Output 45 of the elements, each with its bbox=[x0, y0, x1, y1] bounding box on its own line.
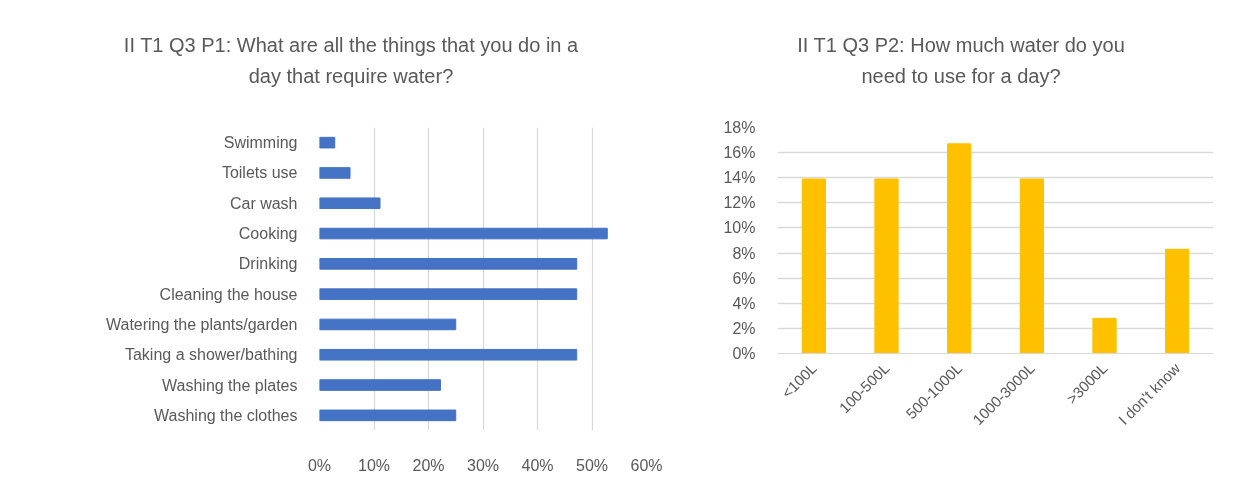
bar bbox=[319, 379, 441, 391]
y-tick-label: Drinking bbox=[238, 255, 298, 273]
bar bbox=[319, 318, 457, 331]
chart-title: II T1 Q3 P1: What are all the things that you do in a day that require water? bbox=[122, 33, 580, 89]
bar bbox=[319, 136, 336, 149]
bar bbox=[319, 197, 381, 210]
x-tick-label: 20% bbox=[412, 456, 445, 474]
y-tick-label: Cleaning the house bbox=[159, 285, 298, 303]
bar bbox=[319, 348, 578, 361]
bar bbox=[1019, 178, 1044, 354]
bar bbox=[319, 258, 578, 270]
y-tick-label: 18% bbox=[723, 119, 756, 136]
bar bbox=[947, 143, 972, 354]
y-tick-label: 16% bbox=[723, 144, 756, 162]
y-tick-label: 0% bbox=[732, 345, 756, 362]
x-tick-label: 40% bbox=[521, 456, 554, 474]
y-tick-label: 12% bbox=[723, 194, 756, 212]
chart-title: II T1 Q3 P2: How much water do you need to use for a day? bbox=[796, 33, 1126, 89]
bar bbox=[1165, 248, 1190, 354]
y-tick-label: Washing the plates bbox=[162, 376, 298, 394]
x-tick-label: 60% bbox=[630, 456, 663, 474]
bar bbox=[801, 178, 826, 354]
y-tick-label: Toilets use bbox=[221, 164, 298, 182]
y-tick-label: Car wash bbox=[229, 194, 298, 212]
bar bbox=[874, 178, 899, 354]
y-tick-label: 8% bbox=[732, 244, 756, 262]
bar bbox=[1092, 317, 1117, 354]
y-tick-label: Cooking bbox=[238, 225, 298, 243]
x-tick-label: 30% bbox=[466, 456, 500, 474]
bar bbox=[319, 167, 351, 179]
y-tick-label: 10% bbox=[723, 219, 756, 237]
bar bbox=[319, 227, 608, 240]
y-tick-label: Swimming bbox=[223, 134, 298, 152]
y-tick-label: 2% bbox=[732, 319, 756, 337]
x-tick-label: 0% bbox=[307, 456, 332, 474]
y-tick-label: 6% bbox=[732, 269, 756, 287]
y-tick-label: Watering the plants/garden bbox=[105, 315, 298, 333]
y-tick-label: 14% bbox=[723, 169, 756, 187]
y-tick-label: Taking a shower/bathing bbox=[124, 346, 298, 364]
y-tick-label: Washing the clothes bbox=[154, 406, 298, 424]
bar bbox=[319, 409, 457, 422]
x-tick-label: 10% bbox=[357, 456, 391, 474]
x-tick-label: 50% bbox=[575, 456, 609, 474]
y-tick-label: 4% bbox=[732, 294, 756, 312]
bar bbox=[319, 288, 578, 300]
